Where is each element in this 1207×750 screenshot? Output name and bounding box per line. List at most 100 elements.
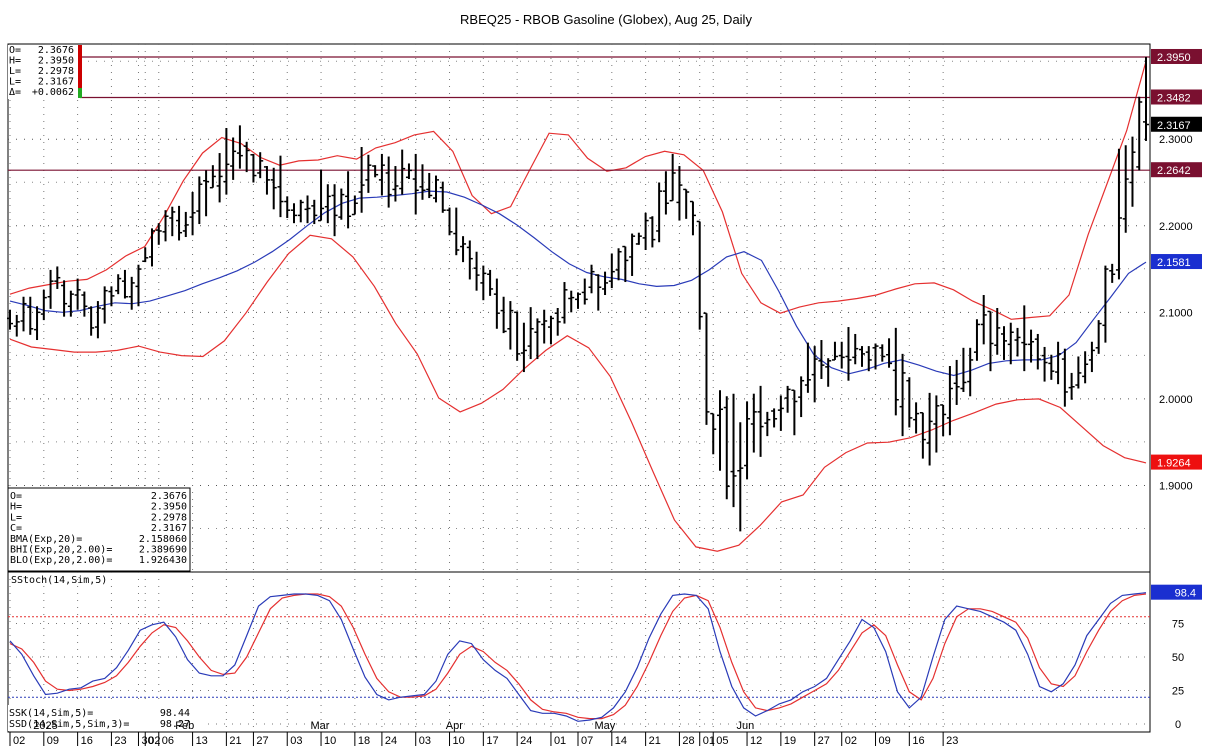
ohlc-bar: [940, 404, 947, 437]
ohlc-bar: [277, 155, 284, 218]
ohlc-bar: [960, 347, 967, 392]
ohlc-bar: [514, 311, 521, 361]
svg-text:2.3167: 2.3167: [1157, 120, 1191, 132]
ohlc-bar: [54, 266, 61, 289]
day-tick-label: 30: [141, 735, 153, 747]
day-tick-label: 06: [162, 735, 174, 747]
day-tick-label: 23: [946, 735, 958, 747]
ohlc-bar: [1061, 348, 1068, 407]
price-marker-label: 2.3167: [1151, 116, 1202, 132]
ohlc-bar: [534, 318, 541, 360]
ohlc-bar: [872, 343, 879, 370]
day-tick-label: 19: [784, 735, 796, 747]
ohlc-bar: [798, 376, 805, 418]
price-marker-label: 2.2642: [1151, 162, 1202, 178]
stoch-title: SStoch(14,Sim,5): [11, 575, 107, 586]
day-tick-label: 10: [453, 735, 465, 747]
ohlc-bar: [135, 264, 142, 307]
price-marker-label: 2.3482: [1151, 89, 1202, 105]
ohlc-bar: [676, 166, 683, 221]
stoch-legend-bg: [8, 705, 208, 731]
ohlc-bar: [412, 153, 419, 215]
svg-text:2.3950: 2.3950: [1157, 52, 1191, 64]
ohlc-bar: [859, 346, 865, 367]
ohlc-bar: [967, 347, 974, 397]
ohlc-header-bg: [8, 45, 80, 99]
ohlc-bar: [230, 137, 237, 180]
day-tick-label: 02: [148, 735, 160, 747]
ohlc-bar: [1136, 96, 1143, 171]
ohlc-bar: [717, 390, 723, 471]
ohlc-bar: [40, 289, 47, 321]
price-tick-label: 1.9000: [1159, 480, 1193, 492]
ohlc-bar: [13, 314, 20, 337]
day-tick-label: 27: [256, 735, 268, 747]
ohlc-bar: [899, 353, 906, 437]
day-tick-label: 16: [912, 735, 924, 747]
day-tick-label: 23: [114, 735, 126, 747]
ohlc-bar: [608, 253, 615, 289]
ohlc-bar: [399, 149, 406, 195]
legend-value: 2.158060: [139, 534, 187, 545]
legend-label: O=: [10, 491, 22, 502]
ohlc-bar: [520, 322, 527, 373]
month-label: 2025: [33, 720, 57, 732]
chart-title: RBEQ25 - RBOB Gasoline (Globex), Aug 25,…: [460, 12, 752, 27]
legend-value: 2.3167: [151, 523, 187, 534]
ohlc-bar: [737, 422, 744, 532]
ohlc-bar: [318, 169, 325, 222]
ohlc-bar: [94, 301, 101, 339]
ohlc-bar: [595, 274, 602, 311]
ohlc-bar: [1109, 263, 1116, 283]
bollinger-upper-line: [9, 61, 1147, 320]
ohlc-bar: [973, 319, 980, 361]
ohlc-bar: [500, 296, 507, 334]
ohlc-bar: [331, 184, 338, 237]
ohlc-header-label: L=: [9, 66, 21, 77]
ohlc-bar: [439, 181, 446, 213]
ohlc-bar: [236, 125, 243, 169]
ssk-legend-value: 98.44: [160, 708, 190, 719]
stoch-tick-label: 75: [1172, 619, 1184, 631]
ohlc-bar: [892, 327, 899, 416]
ohlc-bar: [169, 206, 176, 237]
ohlc-bar: [1129, 136, 1136, 207]
legend-label: H=: [10, 502, 22, 513]
ohlc-bar: [196, 176, 203, 225]
ohlc-bar: [575, 292, 581, 309]
ohlc-bar: [81, 291, 88, 317]
legend-value: 2.2978: [151, 512, 187, 523]
ohlc-bar: [1075, 356, 1082, 389]
stoch-tick-label: 0: [1175, 719, 1181, 731]
ohlc-bar: [1088, 341, 1095, 373]
legend-label: BHI(Exp,20,2.00)=: [10, 545, 112, 556]
day-tick-label: 05: [716, 735, 728, 747]
ohlc-bar: [879, 344, 886, 362]
ohlc-bar: [460, 236, 467, 263]
ohlc-bar: [297, 199, 304, 223]
ohlc-bar: [994, 308, 1001, 355]
ohlc-bar: [1143, 56, 1149, 141]
ohlc-header-label: H=: [9, 56, 21, 67]
stoch-tick-label: 25: [1172, 686, 1184, 698]
ohlc-bar: [649, 216, 656, 248]
svg-text:98.4: 98.4: [1175, 588, 1196, 600]
ohlc-bar: [453, 207, 460, 256]
ohlc-bar: [284, 196, 291, 218]
ohlc-bar: [568, 290, 575, 313]
ohlc-bar: [257, 152, 264, 179]
ohlc-bar: [433, 175, 439, 203]
ohlc-bar: [615, 248, 622, 281]
ohlc-bar: [34, 306, 41, 341]
ohlc-bar: [547, 315, 554, 345]
ohlc-bar: [757, 385, 764, 457]
ohlc-header-value: 2.3950: [38, 56, 74, 67]
ohlc-bar: [1122, 145, 1129, 233]
price-marker-label: 1.9264: [1151, 454, 1202, 470]
stoch-tick-label: 50: [1172, 652, 1184, 664]
month-label: Feb: [175, 720, 194, 732]
ohlc-bar: [581, 278, 588, 305]
ohlc-bar: [121, 269, 128, 299]
ohlc-bar: [88, 306, 95, 336]
